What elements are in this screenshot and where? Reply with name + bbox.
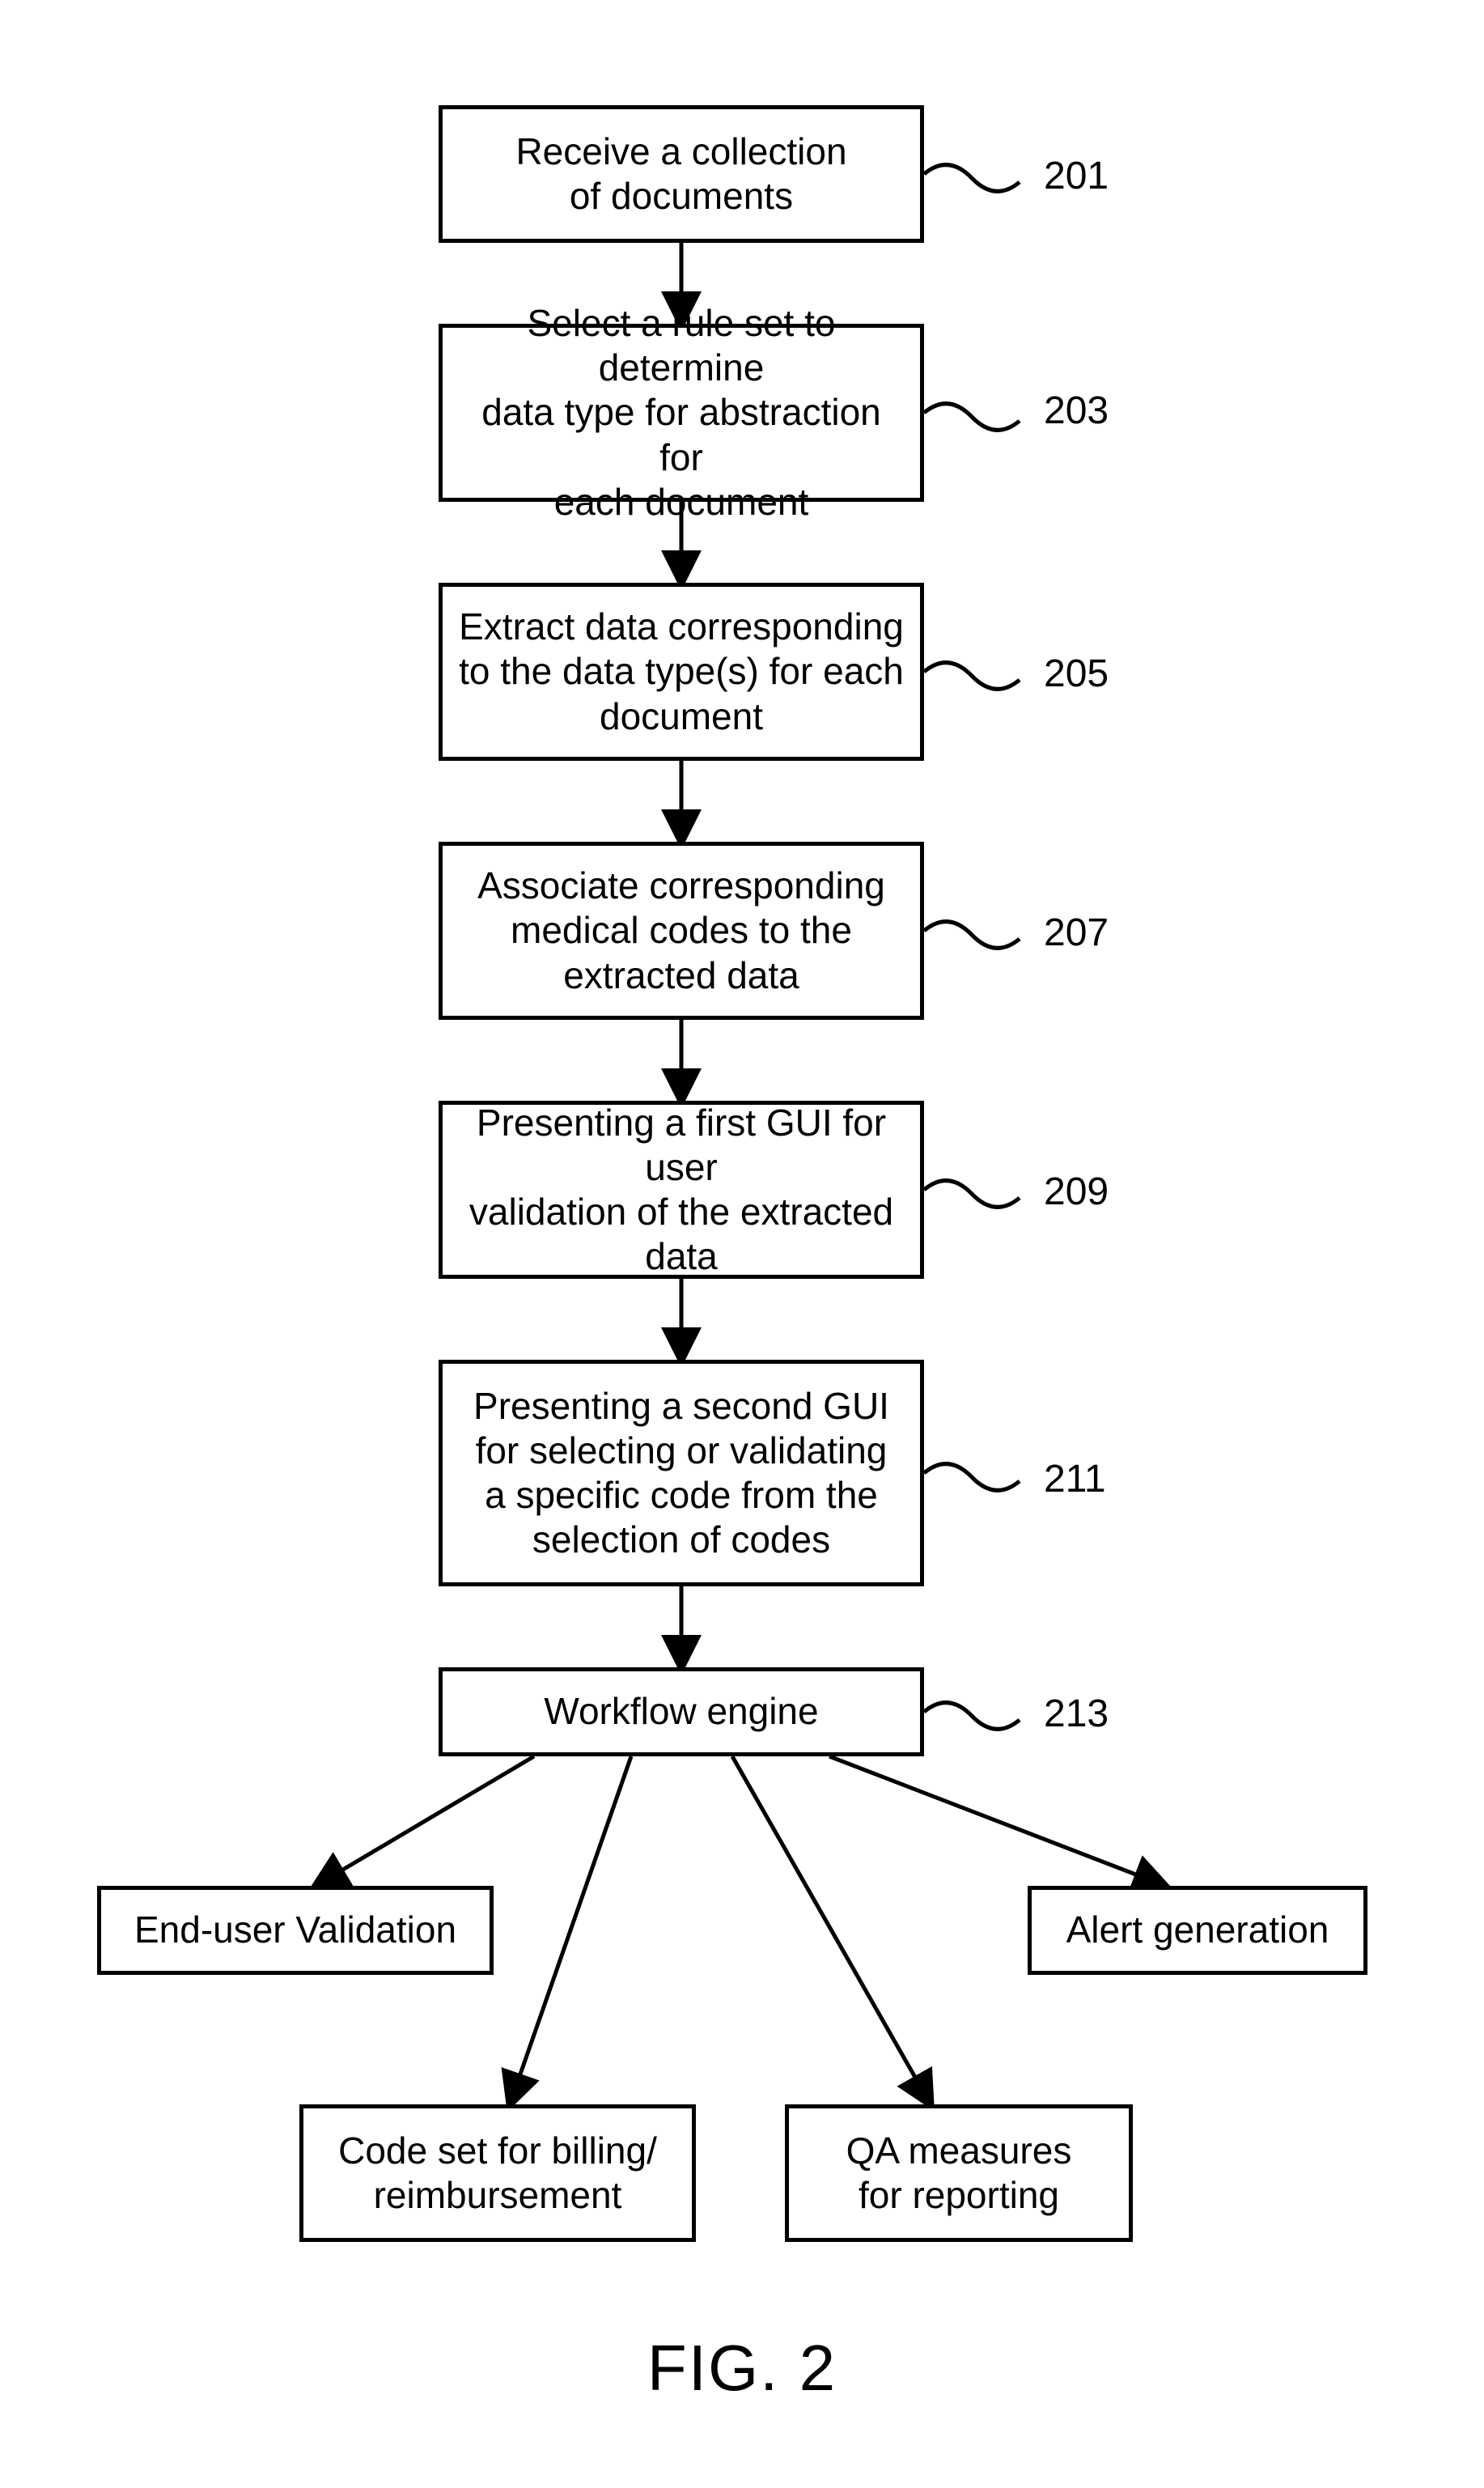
flowchart-node-n205: Extract data corresponding to the data t… [439,583,924,761]
flowchart-node-nD: Alert generation [1028,1886,1367,1975]
ref-label-211: 211 [1044,1457,1106,1501]
flowchart-node-n207: Associate corresponding medical codes to… [439,842,924,1020]
ref-label-201: 201 [1044,154,1109,198]
ref-connector-n209 [924,1181,1020,1208]
ref-label-213: 213 [1044,1692,1109,1736]
ref-label-209: 209 [1044,1170,1109,1214]
node-text: Presenting a first GUI for user validati… [459,1101,904,1280]
flowchart-node-n211: Presenting a second GUI for selecting or… [439,1360,924,1586]
node-text: Associate corresponding medical codes to… [477,864,885,998]
flowchart-node-nA: End-user Validation [97,1886,494,1975]
ref-label-205: 205 [1044,652,1109,696]
ref-connector-n205 [924,663,1020,690]
ref-connector-n203 [924,404,1020,431]
flowchart-node-nB: Code set for billing/ reimbursement [299,2104,696,2242]
ref-label-203: 203 [1044,388,1109,433]
ref-connector-n201 [924,165,1020,192]
node-text: Receive a collection of documents [515,129,846,219]
ref-label-207: 207 [1044,911,1109,955]
flowchart-node-n201: Receive a collection of documents [439,105,924,243]
edge-n213-nC [732,1756,931,2104]
node-text: Select a rule set to determine data type… [459,301,904,524]
flowchart-node-n213: Workflow engine [439,1667,924,1756]
ref-connector-n211 [924,1464,1020,1491]
ref-connector-n213 [924,1703,1020,1730]
node-text: QA measures for reporting [846,2129,1072,2218]
edge-n213-nD [829,1756,1165,1886]
node-text: Alert generation [1066,1908,1329,1952]
flowchart-node-n209: Presenting a first GUI for user validati… [439,1101,924,1279]
node-text: Presenting a second GUI for selecting or… [473,1384,889,1563]
edge-n213-nB [510,1756,631,2104]
node-text: Extract data corresponding to the data t… [459,605,904,739]
figure-caption: FIG. 2 [0,2331,1484,2405]
flowchart-node-n203: Select a rule set to determine data type… [439,324,924,502]
node-text: Code set for billing/ reimbursement [338,2129,657,2218]
node-text: End-user Validation [134,1908,456,1952]
ref-connector-n207 [924,922,1020,949]
edge-n213-nA [316,1756,534,1886]
flowchart-node-nC: QA measures for reporting [785,2104,1133,2242]
node-text: Workflow engine [544,1689,818,1734]
